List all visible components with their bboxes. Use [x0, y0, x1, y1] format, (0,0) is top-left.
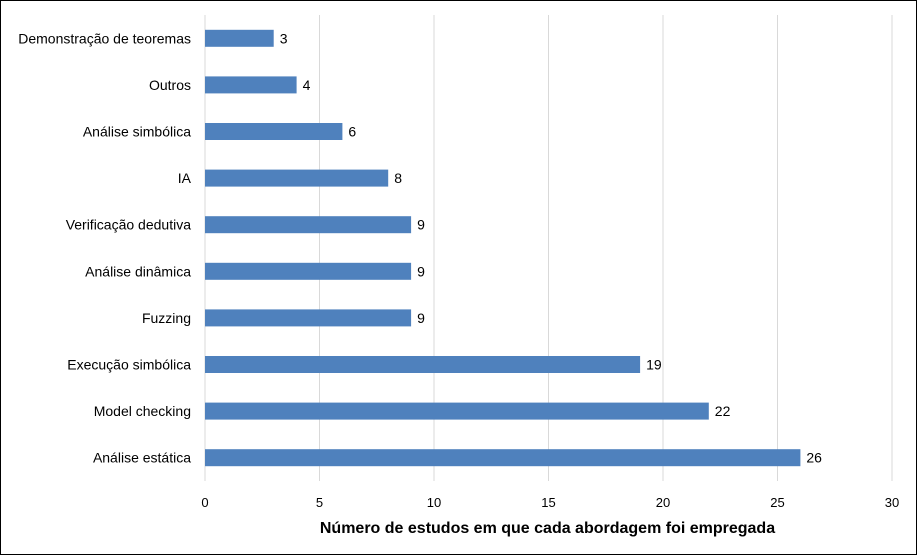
category-label: Execução simbólica	[67, 357, 191, 373]
x-tick-label: 25	[770, 495, 784, 510]
category-label: Model checking	[94, 403, 191, 419]
data-label: 8	[394, 170, 402, 186]
data-label: 26	[806, 450, 822, 466]
data-label: 9	[417, 263, 425, 279]
data-label: 3	[280, 30, 288, 46]
x-tick-label: 20	[656, 495, 670, 510]
x-tick-label: 15	[541, 495, 555, 510]
bar	[205, 29, 274, 47]
bar	[205, 449, 801, 467]
category-label: Análise simbólica	[83, 124, 191, 140]
bar	[205, 216, 412, 234]
x-tick-label: 0	[201, 495, 208, 510]
bar	[205, 356, 641, 373]
x-tick-label: 10	[427, 495, 441, 510]
category-label: Análise estática	[93, 450, 191, 466]
x-tick-label: 5	[316, 495, 323, 510]
bar	[205, 262, 412, 280]
data-label: 22	[715, 403, 731, 419]
category-labels: Demonstração de teoremas Outros Análise si…	[18, 30, 191, 465]
data-label: 4	[303, 77, 311, 93]
data-label: 19	[646, 357, 662, 373]
data-label: 9	[417, 217, 425, 233]
bars	[205, 29, 801, 467]
gridlines	[204, 15, 893, 481]
x-axis-title: Número de estudos em que cada abordagem …	[320, 520, 775, 537]
category-label: Verificação dedutiva	[66, 217, 192, 233]
bar	[205, 123, 343, 140]
data-label: 9	[417, 310, 425, 326]
x-tick-label: 30	[885, 495, 899, 510]
bar	[205, 76, 297, 94]
bar	[205, 402, 709, 420]
data-labels: 3 4 6 8 9 9 9 19 22 26	[280, 30, 822, 465]
category-label: IA	[178, 170, 192, 186]
data-label: 6	[348, 124, 356, 140]
category-label: Análise dinâmica	[85, 263, 191, 279]
bar	[205, 309, 412, 327]
x-tick-labels: 0 5 10 15 20 25 30	[201, 495, 899, 510]
category-label: Fuzzing	[142, 310, 191, 326]
category-label: Outros	[149, 77, 191, 93]
category-label: Demonstração de teoremas	[18, 30, 191, 46]
bar	[205, 169, 389, 187]
